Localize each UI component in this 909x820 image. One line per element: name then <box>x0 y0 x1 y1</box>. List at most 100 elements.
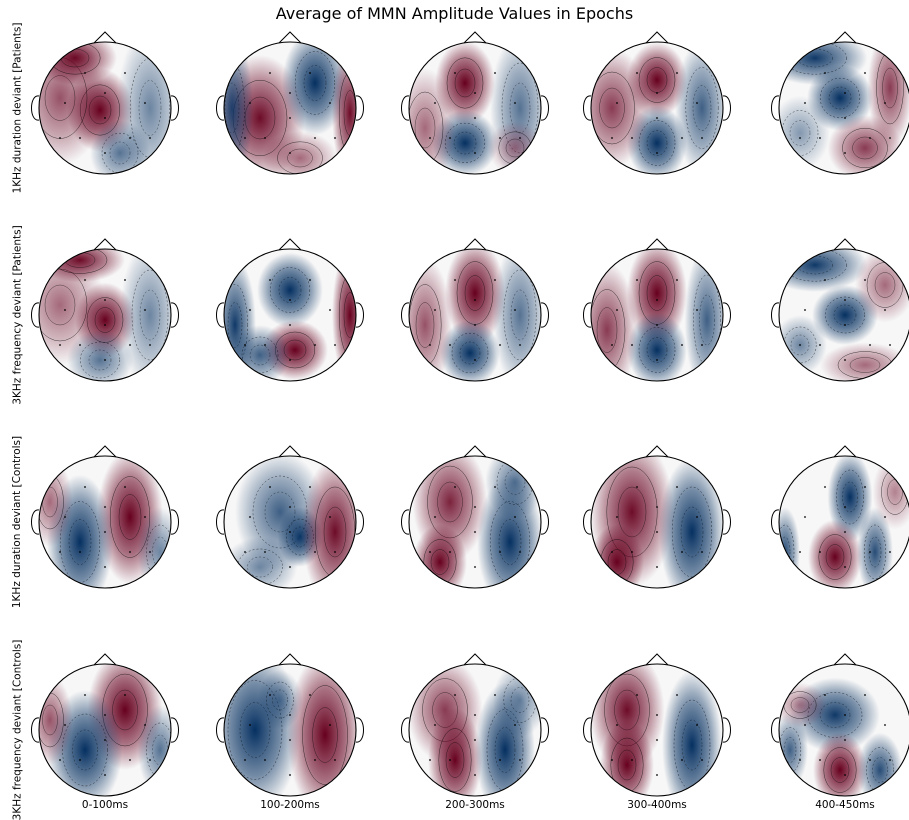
sensor-dot <box>454 486 456 488</box>
sensor-dot <box>264 551 266 553</box>
topomap-field <box>15 26 183 191</box>
topomap-field <box>590 650 724 817</box>
sensor-dot <box>454 72 456 74</box>
sensor-dot <box>309 694 311 696</box>
topomap-blob <box>257 253 323 328</box>
sensor-dot <box>474 359 476 361</box>
sensor-dot <box>799 344 801 346</box>
topomap-blob <box>258 670 303 730</box>
right-ear-shape <box>723 510 731 534</box>
sensor-dot <box>334 137 336 139</box>
topomap-blob <box>820 343 909 388</box>
sensor-dot <box>844 299 846 301</box>
sensor-dot <box>249 724 251 726</box>
sensor-dot <box>289 152 291 154</box>
topomap-blob <box>600 720 654 810</box>
sensor-dot <box>149 759 151 761</box>
sensor-dot <box>289 739 291 741</box>
sensor-dot <box>129 344 131 346</box>
topomap-blob <box>35 238 125 283</box>
sensor-dot <box>799 759 801 761</box>
sensor-dot <box>869 551 871 553</box>
topomap-blob <box>590 525 644 600</box>
sensor-dot <box>494 72 496 74</box>
left-ear-shape <box>584 718 592 742</box>
sensor-dot <box>701 551 703 553</box>
sensor-dot <box>84 694 86 696</box>
sensor-dot <box>636 486 638 488</box>
topomap-head <box>210 648 364 818</box>
sensor-dot <box>474 506 476 508</box>
topomap-blob <box>428 708 482 813</box>
sensor-dot <box>616 102 618 104</box>
sensor-dot <box>844 714 846 716</box>
sensor-dot <box>129 759 131 761</box>
topomap-blob <box>413 525 467 600</box>
sensor-dot <box>449 759 451 761</box>
right-ear-shape <box>541 718 549 742</box>
sensor-dot <box>616 309 618 311</box>
left-ear-shape <box>772 96 780 120</box>
topomap-head <box>763 28 909 181</box>
topomap-field <box>395 33 550 188</box>
sensor-dot <box>124 279 126 281</box>
left-ear-shape <box>584 96 592 120</box>
sensor-dot <box>676 694 678 696</box>
sensor-dot <box>656 774 658 776</box>
sensor-dot <box>334 551 336 553</box>
left-ear-shape <box>32 303 40 327</box>
sensor-dot <box>656 359 658 361</box>
topomap-field <box>28 450 183 610</box>
sensor-dot <box>519 344 521 346</box>
sensor-dot <box>289 714 291 716</box>
sensor-dot <box>514 309 516 311</box>
sensor-dot <box>884 102 886 104</box>
sensor-dot <box>869 137 871 139</box>
topomap-field <box>28 650 183 810</box>
sensor-dot <box>844 774 846 776</box>
left-ear-shape <box>402 96 410 120</box>
sensor-dot <box>269 72 271 74</box>
topomap-blob <box>773 683 827 728</box>
sensor-dot <box>519 551 521 553</box>
topomap-head <box>770 446 909 597</box>
sensor-dot <box>514 516 516 518</box>
sensor-dot <box>869 344 871 346</box>
sensor-dot <box>104 531 106 533</box>
sensor-dot <box>244 551 246 553</box>
sensor-dot <box>494 694 496 696</box>
topomap-blob <box>493 663 547 738</box>
topomap-blob <box>577 263 637 398</box>
topomap-blob <box>230 325 290 385</box>
sensor-dot <box>104 117 106 119</box>
sensor-dot <box>701 137 703 139</box>
sensor-dot <box>429 551 431 553</box>
sensor-dot <box>59 759 61 761</box>
sensor-dot <box>656 566 658 568</box>
topomap-field <box>770 452 909 597</box>
topomap-blob <box>858 733 903 808</box>
sensor-dot <box>884 309 886 311</box>
left-ear-shape <box>217 718 225 742</box>
sensor-dot <box>844 506 846 508</box>
left-ear-shape <box>217 96 225 120</box>
sensor-dot <box>249 516 251 518</box>
sensor-dot <box>844 739 846 741</box>
sensor-dot <box>799 137 801 139</box>
sensor-dot <box>314 137 316 139</box>
sensor-dot <box>844 117 846 119</box>
sensor-dot <box>864 279 866 281</box>
sensor-dot <box>309 72 311 74</box>
sensor-dot <box>804 102 806 104</box>
sensor-dot <box>454 694 456 696</box>
sensor-dot <box>844 92 846 94</box>
sensor-dot <box>514 102 516 104</box>
sensor-dot <box>144 309 146 311</box>
sensor-dot <box>104 359 106 361</box>
topomap-field <box>211 31 368 186</box>
sensor-dot <box>799 551 801 553</box>
sensor-dot <box>804 516 806 518</box>
topomap-head <box>402 442 549 610</box>
topomap-blob <box>659 457 725 607</box>
sensor-dot <box>249 102 251 104</box>
